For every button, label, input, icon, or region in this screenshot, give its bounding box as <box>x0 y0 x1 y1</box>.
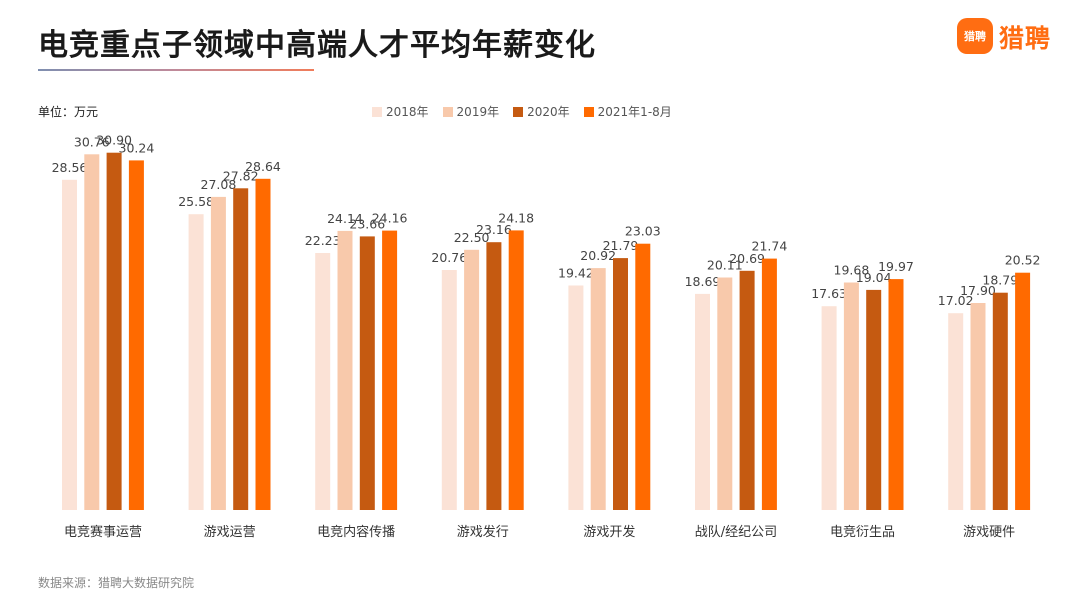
data-label-5-2019: 20.92 <box>580 248 616 263</box>
bar-5-202118 <box>635 243 651 510</box>
bar-7-2020 <box>866 289 882 510</box>
data-label-6-2020: 20.69 <box>729 251 765 266</box>
data-label-4-2019: 22.50 <box>454 230 490 245</box>
bar-7-202118 <box>888 279 904 510</box>
logo-badge-text: 猎聘 <box>964 30 986 43</box>
bar-2-2020 <box>233 188 249 511</box>
data-label-8-2018: 17.02 <box>938 293 974 308</box>
unit-label: 单位：万元 <box>38 105 99 119</box>
data-label-3-2020: 23.66 <box>349 216 385 231</box>
data-label-1-2019: 30.76 <box>74 134 110 149</box>
bar-3-2020 <box>359 236 375 510</box>
data-label-4-202118: 24.18 <box>498 210 534 225</box>
logo-badge-icon: 猎聘 <box>957 18 993 54</box>
data-label-2-202118: 28.64 <box>245 159 281 174</box>
data-label-4-2020: 23.16 <box>476 222 512 237</box>
data-label-3-2018: 22.23 <box>305 233 341 248</box>
category-label-8: 游戏硬件 <box>963 525 1015 540</box>
data-label-7-2020: 19.04 <box>856 270 892 285</box>
legend-label-2019: 2019年 <box>456 105 500 119</box>
bar-2-2018 <box>188 214 204 510</box>
bar-4-202118 <box>508 230 524 510</box>
bar-6-2018 <box>695 293 710 510</box>
bar-2-202118 <box>255 178 271 511</box>
bar-8-2019 <box>970 303 986 510</box>
bar-1-202118 <box>128 160 144 510</box>
legend-item-2019: 2019年 <box>442 103 500 120</box>
bar-1-2018 <box>62 179 77 511</box>
bar-8-2018 <box>948 313 964 510</box>
liepin-logo: 猎聘 猎聘 <box>957 18 1067 58</box>
legend-swatch-2019 <box>442 106 453 117</box>
bar-3-202118 <box>382 230 398 510</box>
bar-4-2020 <box>486 242 502 510</box>
data-label-5-202118: 23.03 <box>625 224 661 239</box>
data-label-4-2018: 20.76 <box>431 250 467 265</box>
legend-label-2020: 2020年 <box>527 105 570 119</box>
category-label-4: 游戏发行 <box>457 524 509 540</box>
data-label-7-2019: 19.68 <box>834 263 870 278</box>
legend-label-2018: 2018年 <box>386 105 429 119</box>
data-label-8-202118: 20.52 <box>1005 253 1041 268</box>
data-label-7-202118: 19.97 <box>878 259 914 274</box>
data-label-2-2018: 25.58 <box>178 194 214 209</box>
bar-3-2018 <box>315 253 331 510</box>
bar-5-2018 <box>568 285 584 510</box>
data-label-8-2019: 17.90 <box>960 283 996 298</box>
data-label-3-2019: 24.14 <box>327 211 363 226</box>
page-title: 电竞重点子领域中高端人才平均年薪变化 <box>38 28 596 63</box>
legend-swatch-2018 <box>372 106 382 117</box>
bar-8-2020 <box>992 292 1008 510</box>
legend-swatch-2021 <box>583 106 594 117</box>
bar-7-2018 <box>821 306 837 510</box>
category-label-7: 电竞衍生品 <box>830 524 895 540</box>
legend-item-2018: 2018年 <box>372 103 429 120</box>
category-label-5: 游戏开发 <box>583 524 635 540</box>
chart-legend: 2018年 2019年 2020年 2021年1-8月 <box>372 103 672 120</box>
bar-7-2019 <box>843 282 859 510</box>
data-label-1-2020: 30.90 <box>96 133 132 148</box>
bar-1-2019 <box>84 154 100 511</box>
data-label-3-202118: 24.16 <box>372 211 408 226</box>
title-underline <box>38 69 314 71</box>
bar-6-2019 <box>717 277 733 510</box>
data-label-7-2018: 17.63 <box>811 286 847 301</box>
data-label-6-2019: 20.11 <box>707 258 743 273</box>
data-label-6-2018: 18.69 <box>685 274 721 289</box>
bar-4-2018 <box>441 270 457 510</box>
data-label-5-2020: 21.79 <box>603 238 639 253</box>
data-label-6-202118: 21.74 <box>752 239 788 254</box>
bar-6-202118 <box>761 258 777 510</box>
legend-item-2020: 2020年 <box>513 103 570 120</box>
bar-3-2019 <box>337 230 353 510</box>
category-label-6: 战队/经纪公司 <box>695 525 777 540</box>
bar-2-2019 <box>210 196 226 510</box>
logo-text: 猎聘 <box>999 24 1052 53</box>
data-label-2-2019: 27.08 <box>201 177 237 192</box>
bar-5-2020 <box>613 258 628 510</box>
legend-swatch-2020 <box>513 106 524 117</box>
data-label-8-2020: 18.79 <box>982 273 1018 288</box>
legend-label-2021: 2021年1-8月 <box>597 105 672 119</box>
data-label-1-2018: 28.56 <box>52 160 88 175</box>
data-label-5-2018: 19.42 <box>558 266 594 281</box>
category-label-2: 游戏运营 <box>204 525 256 540</box>
bar-4-2019 <box>464 249 480 511</box>
bar-6-2020 <box>739 270 755 510</box>
bar-8-202118 <box>1015 272 1031 510</box>
category-label-3: 电竞内容传播 <box>317 524 395 540</box>
bar-5-2019 <box>590 268 606 510</box>
legend-item-2021: 2021年1-8月 <box>583 103 672 120</box>
data-label-2-2020: 27.82 <box>223 168 259 183</box>
data-label-1-202118: 30.24 <box>119 140 155 155</box>
bar-1-2020 <box>106 152 122 510</box>
data-source: 数据来源：猎聘大数据研究院 <box>38 576 195 590</box>
category-label-1: 电竞赛事运营 <box>64 524 142 540</box>
